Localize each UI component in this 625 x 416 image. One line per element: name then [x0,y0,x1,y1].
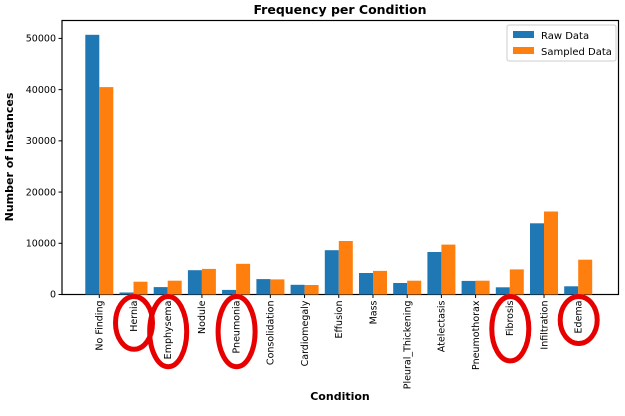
x-tick-label-hernia: Hernia [129,301,140,332]
bar-sampled-data-mass [373,270,387,295]
bar-sampled-data-fibrosis [509,269,524,295]
bar-sampled-data-edema [578,259,593,295]
y-tick-label: 10000 [26,238,56,249]
bar-sampled-data-atelectasis [441,244,456,295]
bar-raw-data-infiltration [530,223,544,295]
annotation-circle-fibrosis [489,294,532,364]
x-tick-label-no-finding: No Finding [95,301,106,351]
bars-layer [85,34,593,295]
bar-sampled-data-pneumonia [236,263,251,295]
bar-sampled-data-pleural-thickening [407,280,422,295]
x-tick-label-pleural-thickening: Pleural_Thickening [402,301,413,390]
legend-label-raw-data: Raw Data [541,31,589,42]
bar-raw-data-hernia [119,292,134,295]
y-tick-label: 50000 [26,34,56,45]
bar-sampled-data-no-finding [99,87,114,295]
bar-sampled-data-consolidation [270,279,285,295]
bar-raw-data-edema [564,286,579,295]
bar-sampled-data-pneumothorax [475,280,490,295]
bar-raw-data-atelectasis [427,252,442,295]
x-axis-label: Condition [310,390,370,403]
ticks-layer: 0 10000 20000 30000 40000 50000 No Finding Hern… [26,34,585,390]
x-tick-label-edema: Edema [574,301,585,334]
bar-raw-data-mass [359,273,373,295]
legend-box [506,24,617,62]
x-tick-label-effusion: Effusion [334,301,345,339]
y-axis-label: Number of Instances [3,92,16,221]
x-tick-label-fibrosis: Fibrosis [505,300,516,336]
bar-raw-data-effusion [324,250,339,295]
bar-raw-data-fibrosis [495,287,510,295]
bar-raw-data-emphysema [153,287,168,295]
legend-label-sampled-data: Sampled Data [541,47,612,58]
bar-raw-data-pneumonia [222,289,237,295]
annotations-layer [113,294,600,370]
x-tick-label-cardiomegaly: Cardiomegaly [300,300,311,366]
x-tick-label-atelectasis: Atelectasis [437,300,448,352]
bar-sampled-data-cardiomegaly [304,285,319,295]
bar-sampled-data-nodule [201,268,216,295]
annotation-circle-emphysema [147,294,190,370]
y-tick-label: 20000 [26,187,56,198]
y-tick-label: 0 [50,290,56,301]
y-tick-label: 40000 [26,85,56,96]
legend-swatch-sampled-data [513,47,534,54]
bar-sampled-data-emphysema [167,280,182,295]
y-tick-label: 30000 [26,136,56,147]
x-tick-label-mass: Mass [368,300,379,324]
legend: Raw Data Sampled Data [506,24,617,62]
legend-swatch-raw-data [513,31,534,38]
bar-raw-data-nodule [187,270,202,295]
bar-raw-data-pleural-thickening [393,283,408,295]
bar-sampled-data-effusion [338,241,353,295]
bar-raw-data-cardiomegaly [290,284,305,295]
x-tick-label-infiltration: Infiltration [539,301,550,350]
chart-title: Frequency per Condition [253,2,426,17]
bar-raw-data-pneumothorax [461,280,476,295]
x-tick-label-pneumonia: Pneumonia [231,301,242,354]
bar-raw-data-no-finding [85,34,100,295]
bar-sampled-data-infiltration [544,211,558,295]
annotation-circle-edema [557,294,600,346]
bar-sampled-data-hernia [133,281,148,295]
x-tick-label-pneumothorax: Pneumothorax [471,300,482,370]
x-tick-label-emphysema: Emphysema [163,301,174,360]
bar-raw-data-consolidation [256,279,271,295]
x-tick-label-consolidation: Consolidation [266,301,277,366]
x-tick-label-nodule: Nodule [197,300,208,334]
annotation-circle-pneumonia [215,294,258,370]
